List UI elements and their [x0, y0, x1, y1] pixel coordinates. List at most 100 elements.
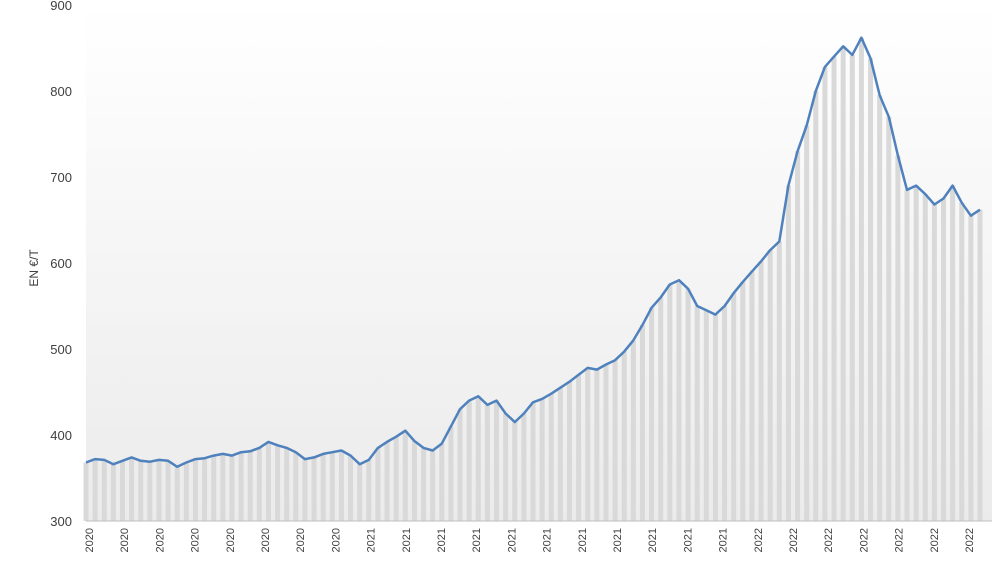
bar	[384, 441, 390, 521]
bar	[612, 360, 618, 521]
bar	[247, 451, 253, 521]
bar	[767, 250, 773, 521]
bar	[192, 459, 198, 521]
series-line	[85, 36, 981, 469]
bar	[886, 116, 892, 522]
x-tick-label: 2020	[330, 528, 342, 552]
bar	[712, 314, 718, 521]
x-tick-label: 2021	[718, 528, 730, 552]
bar	[265, 441, 271, 521]
x-tick-label: 2021	[506, 528, 518, 552]
bar	[494, 400, 500, 521]
bar	[220, 453, 226, 521]
bar	[667, 284, 673, 521]
bar	[101, 459, 107, 521]
bar	[439, 443, 445, 521]
bar	[138, 460, 144, 521]
bar	[448, 426, 454, 521]
bar	[548, 393, 554, 521]
bar	[183, 462, 189, 521]
bar	[621, 351, 627, 521]
x-axis: 2020 2020 2020 2020 2020 2020 2020 2020 2021 2021…	[84, 528, 976, 552]
bar	[484, 404, 490, 521]
bar	[904, 189, 910, 521]
y-tick-label: 700	[50, 170, 72, 185]
bar	[941, 198, 947, 521]
bar	[147, 461, 153, 521]
x-tick-label: 2021	[471, 528, 483, 552]
y-axis: 300 400 500 600 700 800 900	[50, 0, 72, 529]
x-tick-label: 2022	[964, 528, 976, 552]
bar	[566, 381, 572, 521]
bar	[338, 450, 344, 521]
bar	[320, 453, 326, 521]
bar	[92, 459, 98, 521]
x-tick-label: 2020	[190, 528, 202, 552]
bar	[822, 66, 828, 522]
x-tick-label: 2022	[823, 528, 835, 552]
y-tick-label: 900	[50, 0, 72, 13]
bar	[357, 464, 363, 521]
y-tick-label: 300	[50, 514, 72, 529]
bar	[840, 46, 846, 521]
bar	[639, 324, 645, 521]
bar	[402, 430, 408, 521]
x-tick-label: 2021	[401, 528, 413, 552]
bar	[156, 459, 162, 521]
y-axis-label: EN €/T	[27, 249, 41, 287]
bar	[831, 56, 837, 521]
x-tick-label: 2021	[612, 528, 624, 552]
x-tick-label: 2020	[225, 528, 237, 552]
bar	[366, 459, 372, 521]
bar	[512, 422, 518, 521]
bar	[119, 460, 125, 521]
x-tick-label: 2020	[84, 528, 96, 552]
bar	[603, 364, 609, 521]
line-layer	[85, 36, 981, 469]
bar	[813, 91, 819, 521]
y-tick-label: 500	[50, 342, 72, 357]
bar	[804, 125, 810, 522]
bar	[776, 241, 782, 521]
bar	[421, 447, 427, 521]
bar	[722, 306, 728, 521]
x-tick-label: 2022	[858, 528, 870, 552]
bar	[858, 37, 864, 522]
bar	[950, 185, 956, 521]
bar	[293, 452, 299, 521]
x-tick-label: 2021	[542, 528, 554, 552]
bar	[849, 54, 855, 521]
bar	[877, 95, 883, 522]
bar	[129, 457, 135, 521]
x-tick-label: 2021	[577, 528, 589, 552]
bar	[521, 413, 527, 521]
bar	[959, 202, 965, 522]
bar	[83, 462, 89, 521]
bar	[284, 447, 290, 521]
bar	[731, 293, 737, 521]
bar	[275, 445, 281, 521]
bar	[658, 297, 664, 521]
bar	[585, 367, 591, 521]
bar	[238, 452, 244, 521]
y-tick-label: 800	[50, 84, 72, 99]
bar	[785, 185, 791, 521]
x-tick-label: 2020	[260, 528, 272, 552]
x-tick-label: 2022	[753, 528, 765, 552]
bar	[110, 464, 116, 521]
bar	[475, 396, 481, 521]
bar	[457, 409, 463, 521]
bar	[375, 447, 381, 521]
bar	[922, 194, 928, 521]
bar	[466, 400, 472, 521]
bar	[740, 281, 746, 521]
bar	[430, 450, 436, 521]
y-tick-label: 600	[50, 256, 72, 271]
bar	[202, 458, 208, 521]
x-tick-label: 2020	[295, 528, 307, 552]
bar	[530, 402, 536, 521]
bar	[694, 306, 700, 521]
bar	[931, 204, 937, 521]
